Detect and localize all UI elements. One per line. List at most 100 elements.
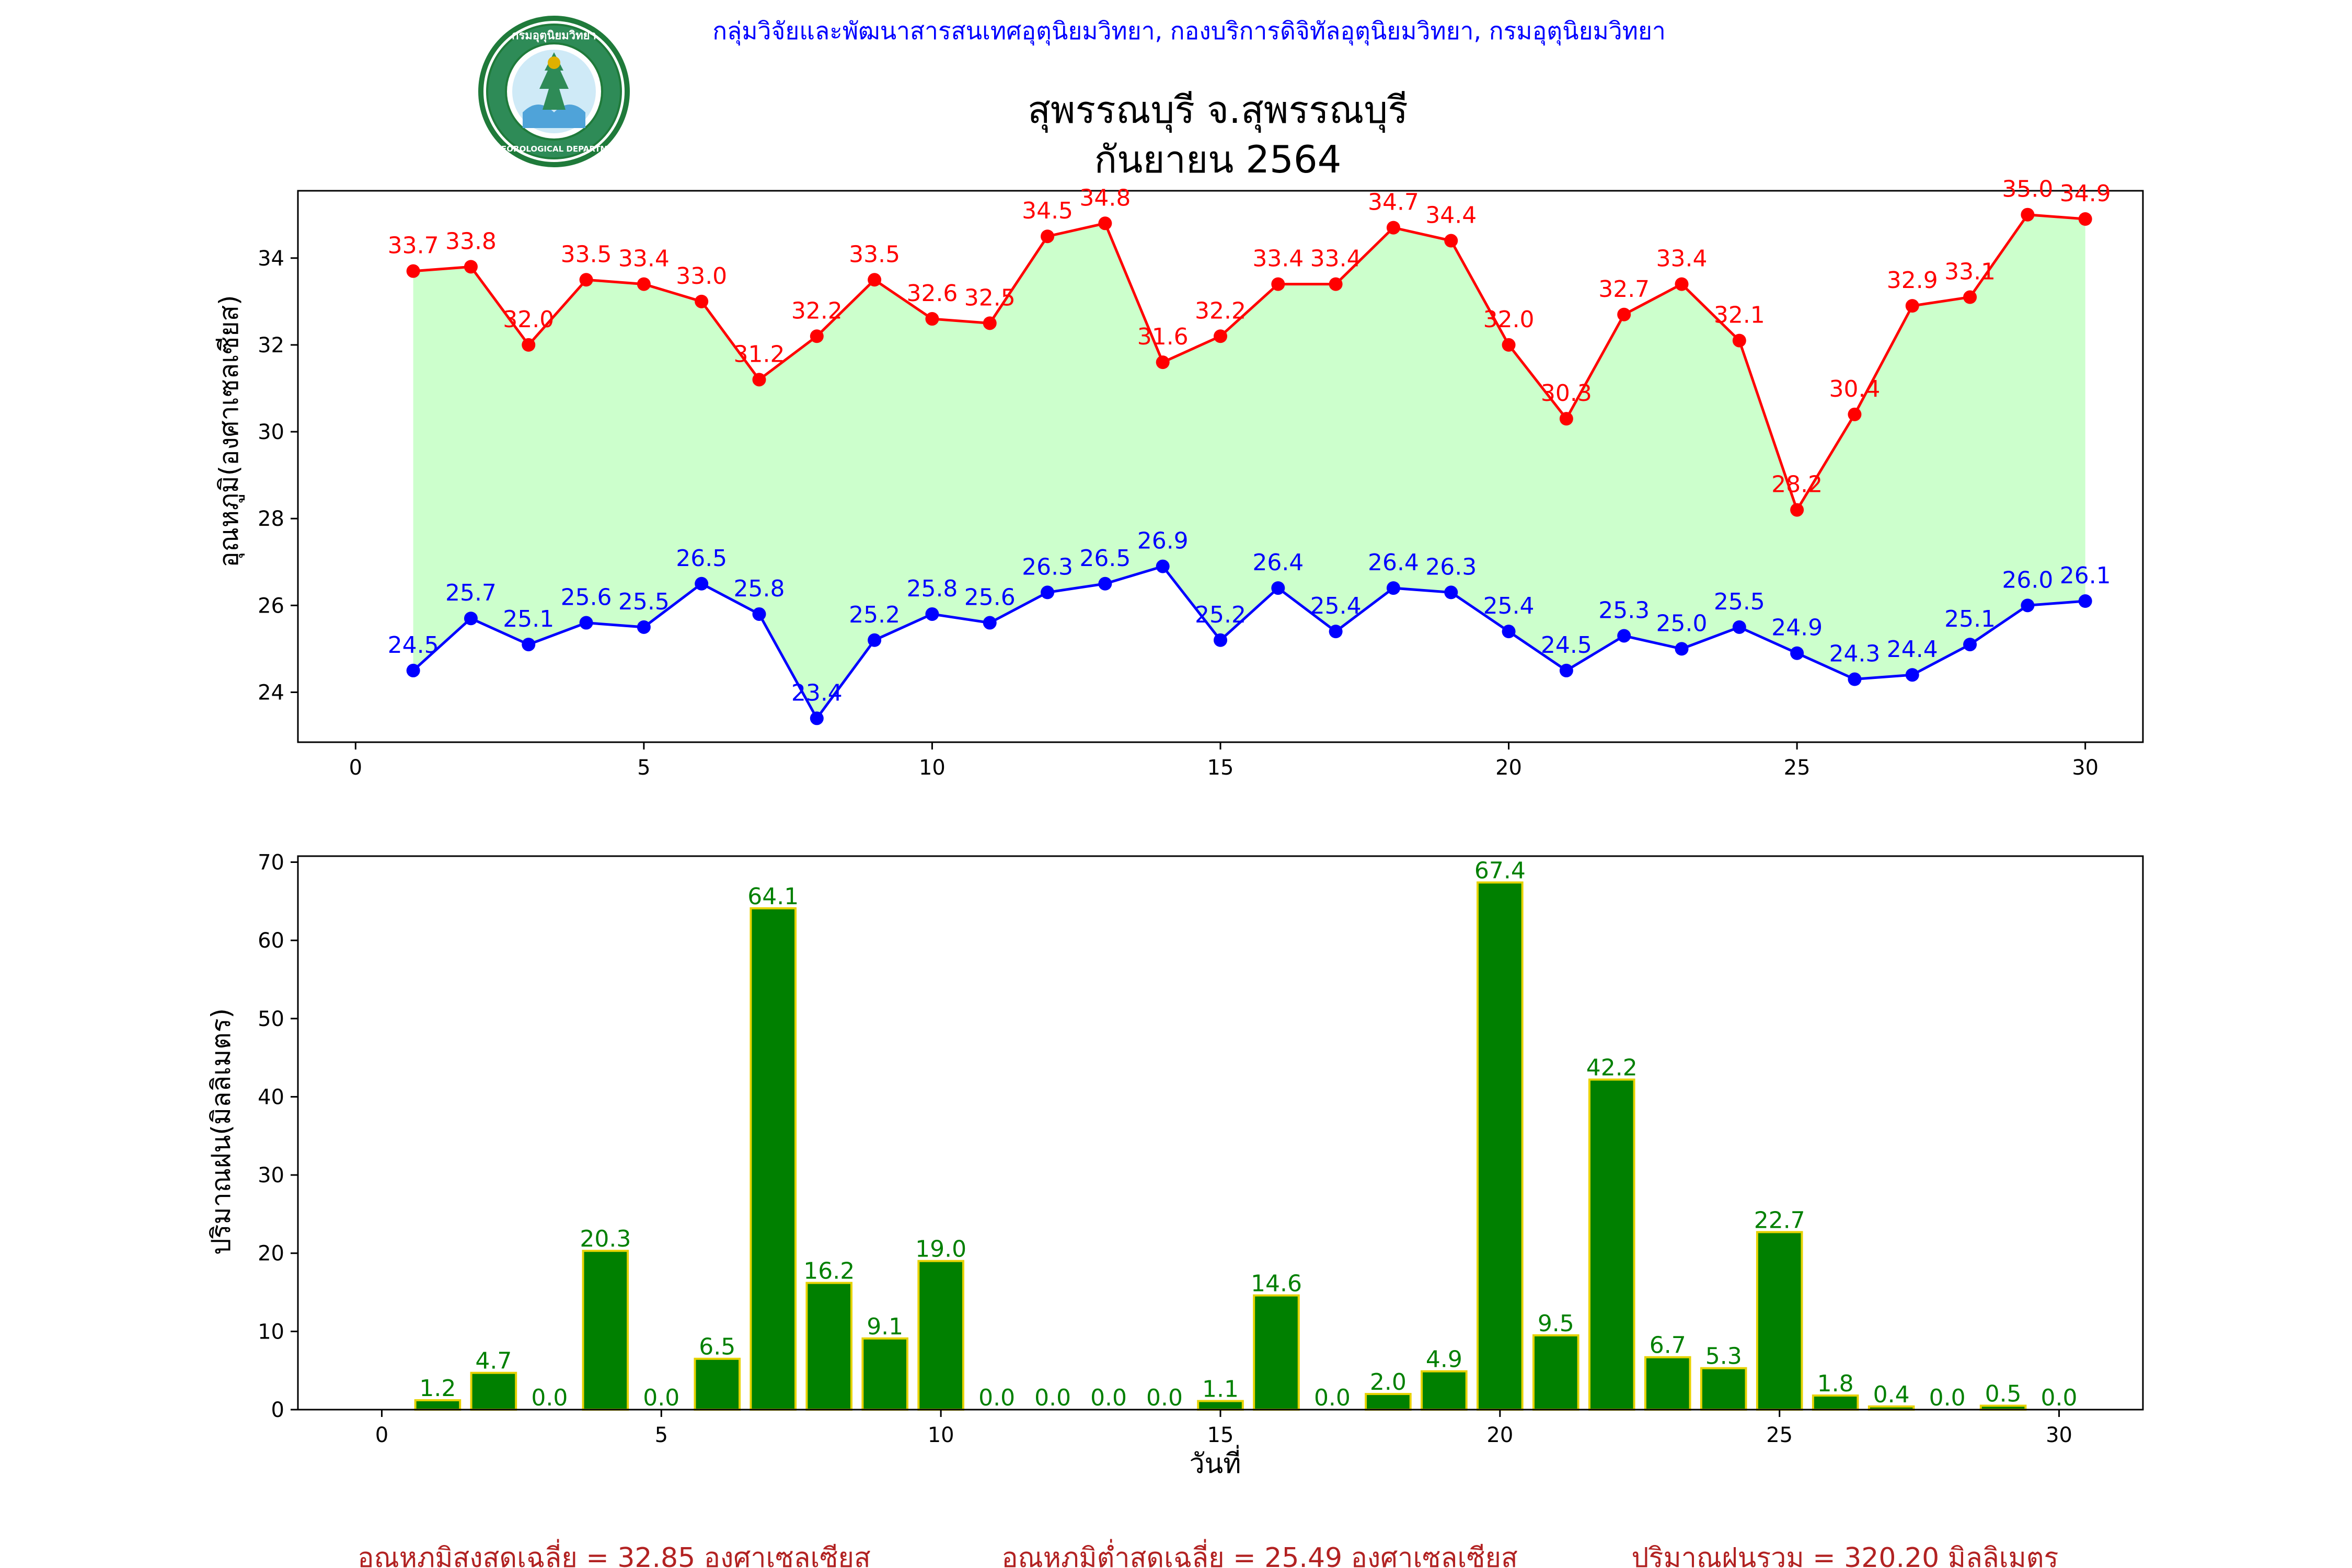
temperature-x-tick-label: 10 <box>919 756 946 780</box>
min-temperature-point <box>868 633 882 647</box>
max-temperature-label: 32.2 <box>1195 297 1246 324</box>
rainfall-bar <box>1421 1370 1468 1411</box>
logo-bottom-text: METEOROLOGICAL DEPARTMENT <box>483 144 626 154</box>
max-temperature-point <box>522 338 536 352</box>
rainfall-bar <box>1365 1393 1412 1411</box>
max-temperature-label: 33.7 <box>388 233 439 259</box>
rainfall-x-tick-label: 10 <box>928 1423 954 1447</box>
temperature-range-fill <box>413 214 2085 719</box>
min-temperature-label: 25.3 <box>1598 597 1650 624</box>
rainfall-label: 9.1 <box>867 1313 903 1340</box>
total-rainfall: ปริมาณฝนรวม = 320.20 มิลลิเมตร <box>1632 1542 2059 1568</box>
min-temperature-label: 26.3 <box>1022 554 1073 580</box>
max-temperature-label: 34.9 <box>2060 180 2111 207</box>
min-temperature-label: 25.0 <box>1656 610 1708 637</box>
temperature-y-tick-label: 26 <box>258 594 284 618</box>
rainfall-y-tick-label: 50 <box>258 1007 284 1031</box>
temperature-y-tick-label: 30 <box>258 420 284 444</box>
max-temperature-label: 33.0 <box>676 263 727 290</box>
min-temperature-label: 26.5 <box>676 545 727 572</box>
rainfall-y-axis-label: ปริมาณฝน(มิลลิเมตร) <box>206 1008 236 1255</box>
rainfall-bar <box>861 1337 908 1411</box>
min-temperature-label: 25.6 <box>964 584 1016 611</box>
min-temperature-label: 23.4 <box>791 679 843 706</box>
temperature-x-tick-label: 15 <box>1207 756 1234 780</box>
min-temperature-point <box>1502 625 1516 639</box>
max-temperature-label: 33.4 <box>1656 246 1708 272</box>
rainfall-bar <box>1756 1231 1803 1411</box>
rainfall-x-tick-label: 25 <box>1766 1423 1793 1447</box>
min-temperature-label: 26.5 <box>1079 545 1131 572</box>
max-temperature-point <box>1675 277 1689 291</box>
rainfall-x-tick-label: 5 <box>655 1423 668 1447</box>
temperature-x-tick-label: 20 <box>1495 756 1522 780</box>
max-temperature-point <box>1617 307 1631 321</box>
min-temperature-label: 25.4 <box>1310 593 1362 619</box>
min-temperature-point <box>925 607 939 621</box>
min-temperature-label: 24.9 <box>1771 615 1823 641</box>
max-temperature-point <box>2021 207 2035 222</box>
min-temperature-label: 26.9 <box>1137 528 1189 555</box>
max-temperature-label: 35.0 <box>2002 176 2053 203</box>
max-temperature-point <box>1848 407 1862 421</box>
min-temperature-label: 26.0 <box>2002 567 2053 593</box>
min-temperature-point <box>1386 581 1400 595</box>
rainfall-chart: ปริมาณฝน(มิลลิเมตร) วันที่ 1.2 4.7 0.0 20.3… <box>206 851 2144 1480</box>
max-temperature-label: 31.6 <box>1137 324 1189 350</box>
max-temperature-label: 28.2 <box>1771 471 1823 498</box>
max-temperature-point <box>752 373 766 387</box>
max-temperature-point <box>1502 338 1516 352</box>
temperature-x-tick-label: 5 <box>637 756 650 780</box>
min-temperature-label: 25.5 <box>618 589 670 615</box>
average-min-temperature: อุณหภูมิต่ำสุดเฉลี่ย = 25.49 องศาเซลเซีย… <box>1001 1539 1517 1568</box>
max-temperature-label: 31.2 <box>734 341 785 367</box>
max-temperature-label: 32.7 <box>1598 276 1650 303</box>
min-temperature-point <box>464 612 478 626</box>
min-temperature-label: 25.6 <box>561 584 612 611</box>
rainfall-bar <box>1477 881 1524 1411</box>
min-temperature-label: 25.1 <box>1944 606 1996 632</box>
average-max-temperature: อุณหภูมิสูงสุดเฉลี่ย = 32.85 องศาเซลเซีย… <box>358 1539 871 1568</box>
min-temperature-point <box>522 638 536 652</box>
max-temperature-label: 33.5 <box>561 241 612 268</box>
rainfall-x-tick-label: 0 <box>375 1423 388 1447</box>
rainfall-bar <box>694 1357 741 1411</box>
max-temperature-point <box>1271 277 1285 291</box>
max-temperature-label: 33.8 <box>445 228 497 255</box>
max-temperature-point <box>579 273 593 287</box>
min-temperature-point <box>579 616 593 630</box>
rainfall-label: 6.5 <box>699 1334 735 1361</box>
max-temperature-label: 34.5 <box>1022 198 1073 224</box>
temperature-chart: อุณหภูมิ(องศาเซลเซียส) 0 5 10 15 20 25 30 24 26 2… <box>214 176 2144 780</box>
max-temperature-point <box>1214 329 1227 343</box>
rainfall-bar <box>582 1250 629 1411</box>
rainfall-plot-area: 1.2 4.7 0.0 20.3 0.0 6.5 64.1 16.2 9.1 19.0 0.0 0.0… <box>258 851 2144 1447</box>
max-temperature-point <box>1386 221 1400 235</box>
max-temperature-point <box>464 260 478 274</box>
temperature-x-tick-label: 25 <box>1784 756 1811 780</box>
min-temperature-label: 24.4 <box>1887 636 1938 663</box>
max-temperature-label: 34.4 <box>1425 202 1477 229</box>
temperature-y-tick-label: 28 <box>258 507 284 531</box>
max-temperature-label: 32.0 <box>1483 306 1535 333</box>
max-temperature-label: 32.6 <box>906 280 958 307</box>
rainfall-bar <box>1812 1394 1859 1411</box>
min-temperature-label: 25.2 <box>849 602 900 628</box>
max-temperature-label: 34.7 <box>1368 189 1419 216</box>
rainfall-label: 19.0 <box>915 1236 966 1263</box>
max-temperature-label: 33.5 <box>849 241 900 268</box>
min-temperature-label: 26.4 <box>1368 549 1419 576</box>
rainfall-label: 0.0 <box>643 1385 679 1411</box>
min-temperature-label: 24.5 <box>388 632 439 659</box>
min-temperature-label: 26.4 <box>1252 549 1304 576</box>
max-temperature-point <box>1732 333 1746 348</box>
min-temperature-label: 25.8 <box>906 575 958 602</box>
max-temperature-label: 34.8 <box>1079 185 1131 211</box>
max-temperature-point <box>637 277 651 291</box>
max-temperature-label: 30.3 <box>1541 380 1592 407</box>
rainfall-label: 64.1 <box>747 883 799 910</box>
max-temperature-label: 32.5 <box>964 284 1016 311</box>
max-temperature-point <box>1905 299 1919 313</box>
temperature-x-tick-label: 30 <box>2072 756 2099 780</box>
